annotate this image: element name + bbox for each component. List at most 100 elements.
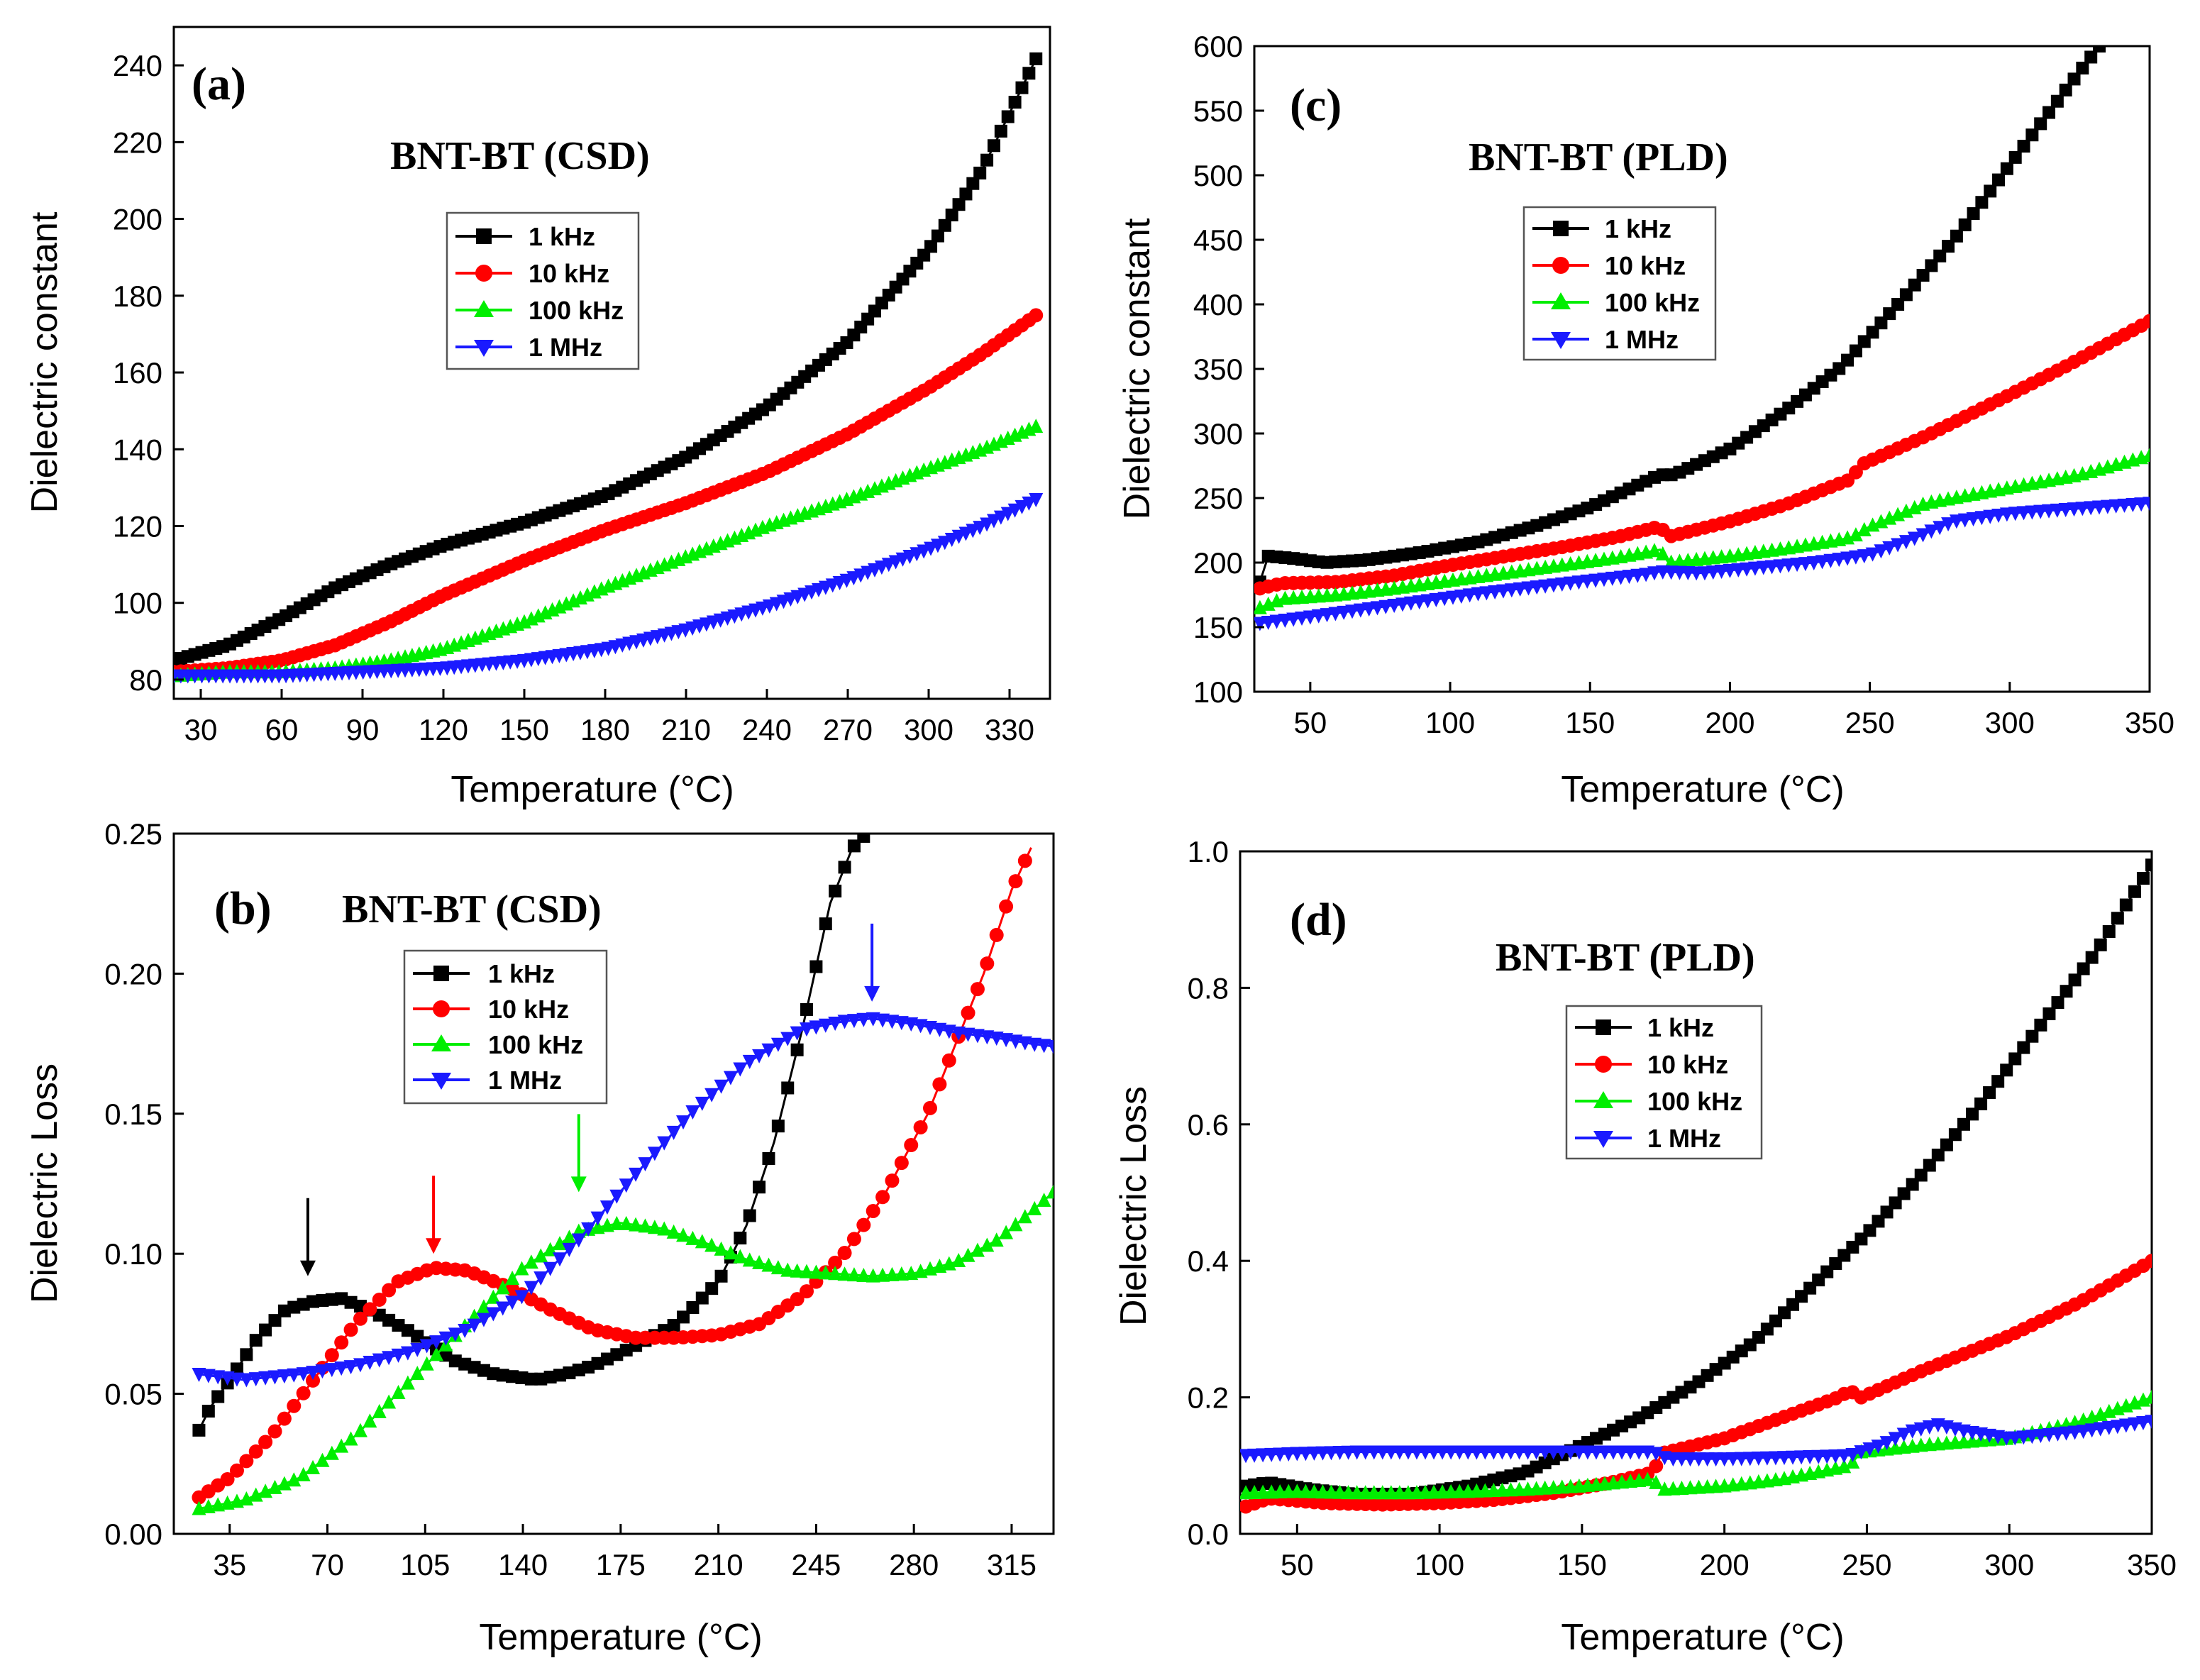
arrow-head — [426, 1238, 442, 1254]
data-point — [410, 1342, 425, 1357]
data-point — [647, 1146, 662, 1161]
data-point — [476, 1299, 491, 1314]
x-tick-label: 60 — [265, 713, 299, 746]
data-point — [829, 884, 842, 897]
data-point — [343, 1431, 358, 1446]
arrow-head — [299, 1260, 316, 1276]
data-point — [1966, 512, 1981, 526]
data-point — [1913, 1422, 1928, 1437]
data-point — [704, 1237, 719, 1252]
data-point — [966, 177, 980, 190]
data-point — [2143, 314, 2150, 328]
data-point — [1948, 1128, 1962, 1142]
data-point — [1462, 588, 1477, 603]
data-point — [429, 1335, 444, 1350]
data-point — [1983, 1086, 1996, 1100]
data-point — [1015, 81, 1029, 94]
x-axis-title: Temperature (°C) — [1561, 769, 1844, 810]
data-point — [2008, 1052, 2022, 1066]
data-point — [1504, 583, 1519, 598]
data-point — [1879, 1436, 1894, 1451]
data-point — [2135, 1416, 2150, 1431]
data-point — [524, 1281, 538, 1295]
data-point — [400, 1346, 415, 1361]
tick-layer: 50 100 150 200 250 300 350 100 150 200 250 300 350 40… — [1193, 30, 2174, 739]
y-tick-label: 0.6 — [1188, 1108, 1229, 1142]
data-point — [1848, 527, 1863, 542]
data-point — [2068, 973, 2082, 987]
y-tick-label: 240 — [113, 49, 162, 82]
x-tick-label: 100 — [1415, 1548, 1464, 1581]
x-tick-label: 280 — [889, 1548, 939, 1581]
data-point — [1022, 67, 1036, 80]
y-tick-label: 450 — [1193, 223, 1243, 257]
data-point — [1984, 184, 1997, 198]
x-tick-label: 50 — [1294, 706, 1327, 739]
data-point — [723, 1071, 738, 1085]
data-point — [1649, 1459, 1664, 1474]
data-point — [1896, 1427, 1911, 1442]
panel-b: (b) BNT-BT (CSD) Temperature (°C) Dielec… — [24, 817, 1055, 1658]
data-point — [2145, 858, 2152, 872]
data-point — [1845, 1448, 1860, 1463]
data-point — [287, 1472, 302, 1487]
legend-label: 1 MHz — [1647, 1124, 1721, 1153]
data-point — [837, 1015, 852, 1029]
data-point — [1029, 492, 1044, 507]
data-point — [2143, 497, 2150, 512]
y-tick-label: 0.05 — [104, 1378, 162, 1411]
data-point — [1907, 531, 1922, 546]
legend-item-1khz: 1 kHz — [413, 959, 555, 988]
data-point — [638, 1157, 653, 1172]
legend: 1 kHz 10 kHz 100 kHz 1 MHz — [1522, 206, 1717, 361]
data-point — [752, 1254, 767, 1269]
data-point — [980, 153, 994, 167]
data-point — [931, 229, 944, 243]
legend-item-1khz: 1 kHz — [1575, 1013, 1714, 1042]
data-point — [1488, 585, 1503, 599]
data-point — [676, 1227, 691, 1242]
panel-label: (a) — [192, 58, 246, 110]
data-point — [2084, 50, 2098, 64]
x-tick-label: 200 — [1700, 1548, 1750, 1581]
x-tick-label: 210 — [661, 713, 711, 746]
data-point — [2145, 1389, 2152, 1404]
data-point — [2067, 1425, 2082, 1440]
legend-item-100khz: 100 kHz — [455, 296, 624, 325]
data-point — [372, 1403, 387, 1418]
data-point — [248, 1444, 263, 1459]
y-tick-label: 0.20 — [104, 957, 162, 990]
data-point — [505, 1295, 520, 1310]
data-point — [733, 1249, 748, 1264]
chart-title: BNT-BT (CSD) — [342, 888, 602, 932]
data-point — [1966, 1107, 1979, 1121]
data-point — [837, 1266, 852, 1281]
y-tick-label: 180 — [113, 280, 162, 313]
data-point — [296, 1386, 311, 1400]
data-point — [723, 1245, 738, 1260]
data-point — [1403, 596, 1418, 611]
data-point — [1337, 605, 1351, 620]
data-point — [846, 1014, 861, 1029]
data-point — [2110, 1420, 2125, 1435]
legend-item-10khz: 10 kHz — [1575, 1050, 1728, 1079]
plot-frame — [172, 26, 1051, 700]
legend-label: 1 kHz — [488, 959, 555, 988]
data-point — [838, 861, 851, 874]
data-point — [2043, 106, 2056, 119]
series-layer — [192, 834, 1054, 1515]
data-point — [609, 1215, 624, 1230]
x-axis-title: Temperature (°C) — [1561, 1617, 1844, 1658]
data-point — [1513, 582, 1527, 597]
data-point — [239, 1373, 254, 1388]
data-point — [2043, 1007, 2056, 1020]
data-point — [761, 1257, 776, 1272]
data-point — [201, 1405, 215, 1418]
data-point — [353, 1311, 367, 1326]
y-tick-label: 0.10 — [104, 1237, 162, 1271]
y-tick-label: 350 — [1193, 353, 1243, 386]
data-point — [296, 1466, 311, 1481]
data-point — [543, 1261, 558, 1276]
data-point — [1975, 196, 1989, 209]
data-point — [429, 1347, 444, 1361]
